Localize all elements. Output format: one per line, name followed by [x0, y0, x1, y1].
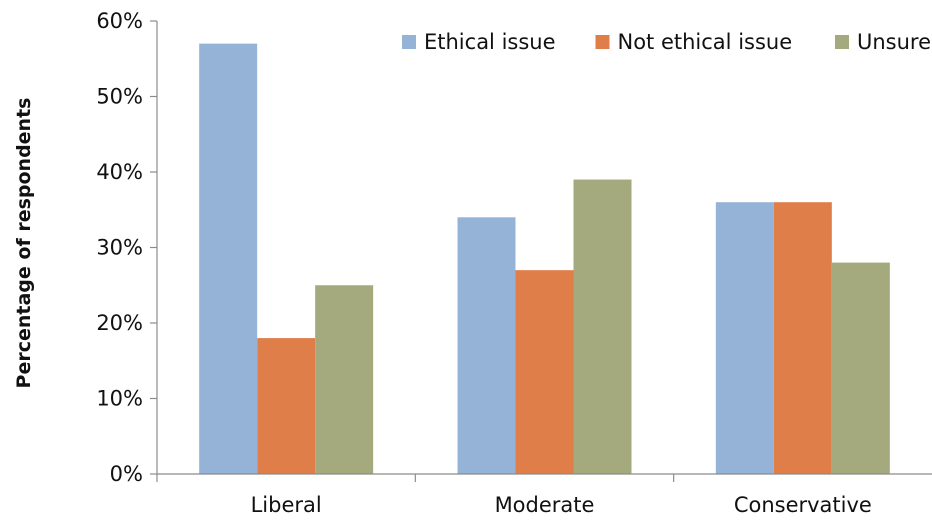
y-tick-label: 40% [96, 160, 143, 184]
legend-label: Not ethical issue [618, 30, 793, 54]
y-tick-label: 30% [96, 236, 143, 260]
bar-ethical-issue [457, 217, 516, 475]
y-tick-label: 20% [96, 311, 143, 335]
x-category-label: Liberal [251, 493, 322, 517]
bar-ethical-issue [199, 43, 258, 475]
legend: Ethical issue Not ethical issue Unsure [402, 30, 931, 54]
bar-unsure [573, 179, 632, 475]
y-tick-label: 0% [110, 462, 143, 486]
x-axis-ticks: Liberal Moderate Conservative [156, 474, 872, 517]
bar-not-ethical-issue [773, 202, 832, 474]
legend-swatch [402, 35, 416, 49]
y-axis-title: Percentage of respondents [13, 98, 35, 389]
x-category-label: Conservative [734, 493, 872, 517]
legend-swatch [835, 35, 849, 49]
bar-ethical-issue [715, 202, 774, 474]
legend-label: Unsure [857, 30, 931, 54]
x-category-label: Moderate [495, 493, 595, 517]
y-tick-label: 60% [96, 9, 143, 33]
y-axis-ticks: 0% 10% 20% 30% 40% 50% 60% [96, 9, 157, 486]
y-tick-label: 10% [96, 387, 143, 411]
bar-unsure [831, 262, 890, 474]
bar-unsure [315, 285, 374, 474]
bar-not-ethical-issue [257, 338, 316, 474]
y-tick-label: 50% [96, 85, 143, 109]
legend-label: Ethical issue [424, 30, 556, 54]
bars [199, 43, 890, 475]
bar-not-ethical-issue [515, 270, 574, 474]
legend-swatch [595, 35, 610, 49]
